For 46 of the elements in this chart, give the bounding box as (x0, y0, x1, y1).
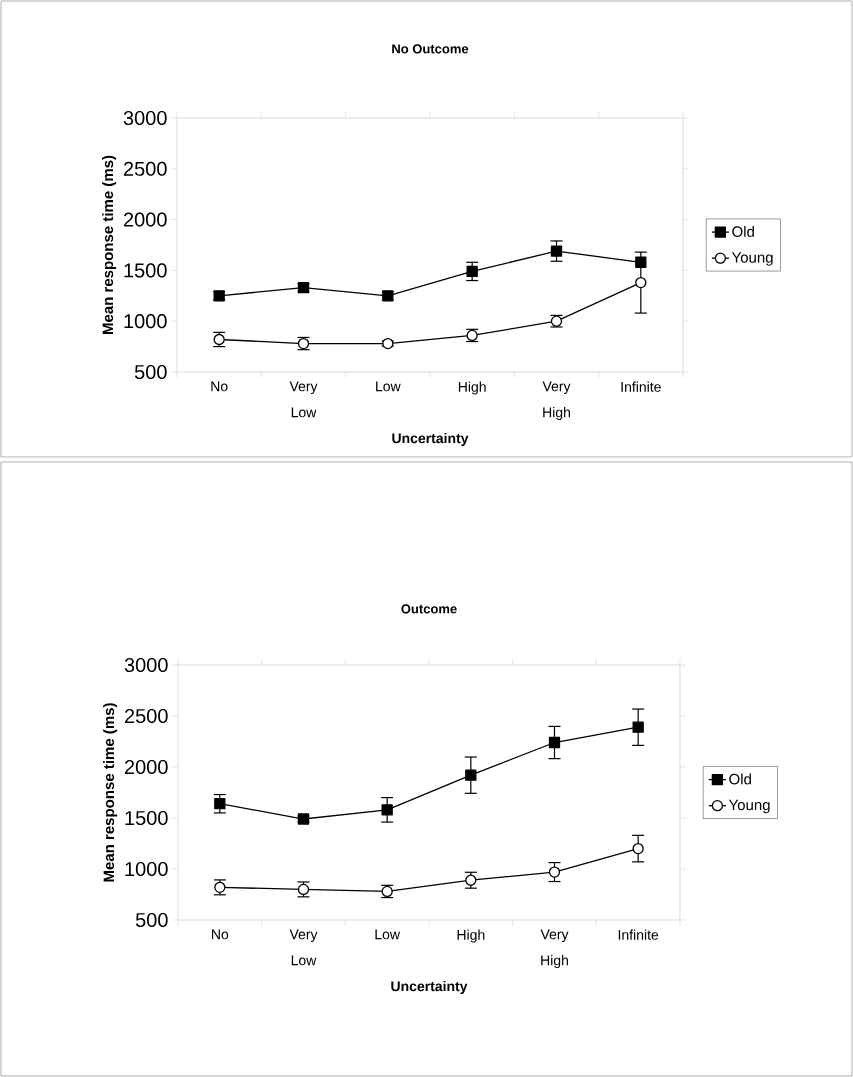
point (466, 265, 478, 278)
point (635, 256, 647, 268)
y-tick-label: 1500 (125, 810, 168, 826)
point (635, 276, 647, 289)
legend-label: Young (728, 799, 770, 814)
y-tick-label: 2000 (123, 212, 167, 227)
x-axis-title: Uncertainty (392, 432, 469, 446)
point (548, 866, 561, 878)
y-tick-label: 500 (135, 912, 168, 928)
x-tick-label: Low (376, 381, 401, 392)
point (548, 736, 561, 749)
point (381, 804, 393, 816)
y-tick-label: 2500 (123, 161, 167, 176)
x-tick-label: No (212, 929, 229, 940)
point (550, 245, 563, 257)
y-tick-label: 2000 (124, 759, 168, 775)
y-tick-label: 2500 (124, 708, 168, 724)
x-tick-label: High (458, 381, 486, 395)
x-tick-label: No (211, 381, 228, 392)
point (382, 337, 394, 350)
x-tick-label: Very High (540, 929, 569, 969)
legend-label: Young (731, 252, 773, 266)
chart-title: No Outcome (392, 44, 469, 54)
x-tick-label: Very Low (289, 929, 318, 966)
legend-label: Old (732, 225, 754, 237)
point (632, 842, 644, 855)
y-tick-label: 1500 (124, 263, 167, 278)
point (465, 769, 477, 781)
x-tick-label: Very Low (289, 381, 318, 418)
y-tick-label: 3000 (124, 657, 168, 673)
y-axis-title: Mean response time (ms) (102, 155, 117, 335)
x-tick-label: Infinite (621, 381, 661, 392)
chart-title: Outcome (401, 604, 457, 614)
y-axis-title: Mean response time (ms) (103, 703, 118, 882)
y-tick-label: 3000 (123, 110, 167, 126)
y-tick-label: 1000 (124, 314, 167, 329)
point (632, 721, 644, 733)
x-axis-title: Uncertainty (391, 980, 468, 994)
point (214, 798, 226, 810)
x-tick-label: Very High (542, 381, 571, 421)
y-tick-label: 1000 (125, 861, 168, 877)
x-tick-label: High (457, 929, 485, 943)
x-tick-label: Infinite (618, 929, 659, 940)
legend-label: Old (729, 773, 751, 785)
x-tick-label: Low (375, 929, 401, 940)
y-tick-label: 500 (134, 364, 167, 380)
